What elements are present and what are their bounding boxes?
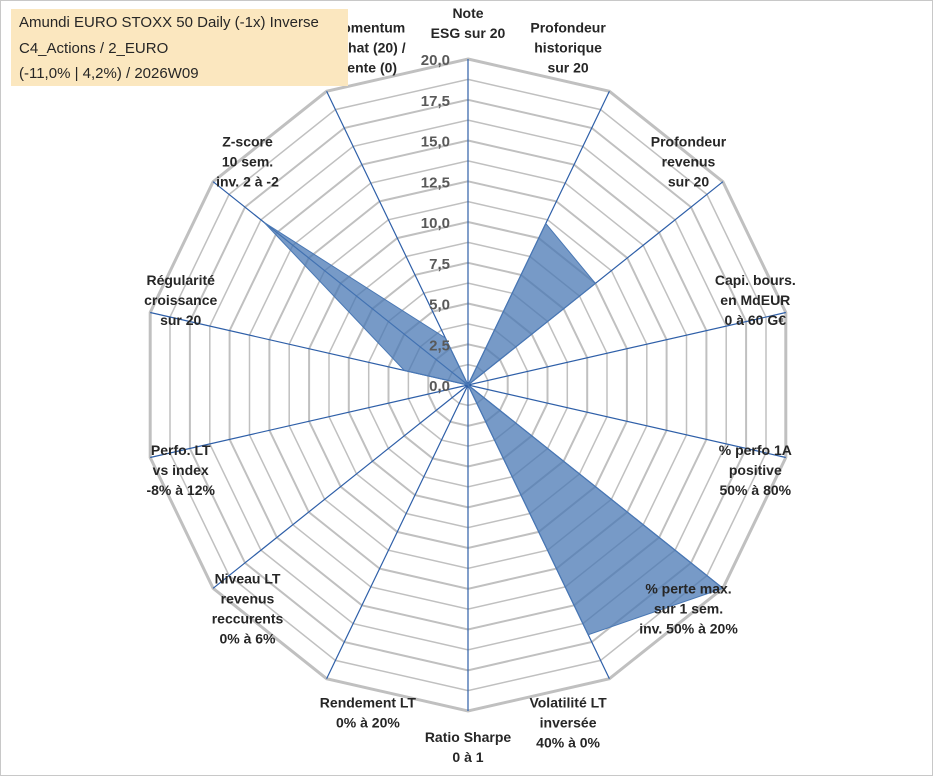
axis-label-line: Niveau LT	[215, 571, 281, 587]
axis-label-line: sur 20	[668, 173, 709, 189]
axis-label-line: -8% à 12%	[146, 482, 215, 498]
axis-label-line: % perfo 1A	[719, 442, 792, 458]
axis-label-line: en MdEUR	[720, 292, 790, 308]
axis-label-line: 0 à 60 G€	[725, 312, 787, 328]
axis-label-line: positive	[729, 462, 782, 478]
axis-label-line: 0% à 6%	[219, 631, 276, 647]
axis-label-line: Ratio Sharpe	[425, 729, 512, 745]
axis-label-line: 0% à 20%	[336, 715, 400, 731]
chart-title-performance-week: (-11,0% | 4,2%) / 2026W09	[19, 65, 199, 82]
axis-label-line: Z-score	[222, 133, 273, 149]
axis-label-line: Volatilité LT	[529, 695, 607, 711]
axis-label-line: Profondeur	[651, 133, 727, 149]
axis-label-line: 50% à 80%	[719, 482, 791, 498]
axis-label: Z-score 10 sem. inv. 2 à -2	[216, 133, 279, 189]
axis-label-line: 10 sem.	[222, 153, 273, 169]
radar-series	[264, 222, 723, 634]
axis-label-line: Profondeur	[530, 19, 606, 35]
axis-label-line: vs index	[153, 462, 209, 478]
chart-title-fund-name: Amundi EURO STOXX 50 Daily (-1x) Inverse	[19, 14, 319, 31]
axis-label-line: Perfo. LT	[151, 442, 211, 458]
axis-label-line: 0 à 1	[452, 749, 483, 765]
tick-label: 20,0	[421, 52, 450, 69]
axis-label-line: inv. 50% à 20%	[639, 621, 738, 637]
axis-label: Ratio Sharpe 0 à 1	[425, 729, 512, 765]
axis-spoke	[327, 385, 468, 679]
axis-label-line: reccurents	[212, 611, 284, 627]
chart-title-category: C4_Actions / 2_EURO	[19, 40, 168, 57]
tick-label: 7,5	[429, 256, 450, 273]
axis-label: Note ESG sur 20	[431, 5, 506, 41]
axis-label: Perfo. LT vs index -8% à 12%	[146, 442, 215, 498]
axis-label-line: revenus	[221, 591, 275, 607]
tick-label: 5,0	[429, 297, 450, 314]
axis-label-line: % perte max.	[645, 581, 731, 597]
tick-label: 12,5	[421, 174, 450, 191]
axis-label: % perfo 1A positive 50% à 80%	[719, 442, 792, 498]
tick-label: 15,0	[421, 134, 450, 151]
axis-label-line: Note	[452, 5, 483, 21]
chart-title-box: Amundi EURO STOXX 50 Daily (-1x) Inverse…	[11, 9, 348, 86]
axis-label: Profondeur historique sur 20	[530, 19, 606, 75]
axis-label-line: croissance	[144, 292, 217, 308]
axis-label: Profondeur revenus sur 20	[651, 133, 727, 189]
axis-label-line: inv. 2 à -2	[216, 173, 279, 189]
axis-label: Capi. bours. en MdEUR 0 à 60 G€	[715, 272, 796, 328]
tick-label: 2,5	[429, 337, 450, 354]
axis-label-line: revenus	[662, 153, 716, 169]
axis-label: Niveau LT revenus reccurents 0% à 6%	[212, 571, 284, 647]
series-area	[264, 222, 723, 634]
tick-label: 0,0	[429, 378, 450, 395]
axis-label: Volatilité LT inversée 40% à 0%	[529, 695, 607, 751]
axis-label-line: 40% à 0%	[536, 735, 600, 751]
axis-label-line: Capi. bours.	[715, 272, 796, 288]
axis-label: Rendement LT 0% à 20%	[320, 695, 417, 731]
tick-label: 10,0	[421, 215, 450, 232]
axis-label-line: sur 1 sem.	[654, 601, 723, 617]
axis-label-line: sur 20	[547, 59, 588, 75]
axis-label-line: inversée	[540, 715, 597, 731]
axis-label: % perte max. sur 1 sem. inv. 50% à 20%	[639, 581, 738, 637]
axis-label-line: ESG sur 20	[431, 25, 506, 41]
axis-label-line: Régularité	[146, 272, 215, 288]
tick-label: 17,5	[421, 93, 450, 110]
axis-label-line: historique	[534, 39, 602, 55]
axis-label: Régularité croissance sur 20	[144, 272, 217, 328]
axis-label-line: Rendement LT	[320, 695, 417, 711]
axis-label-line: sur 20	[160, 312, 201, 328]
